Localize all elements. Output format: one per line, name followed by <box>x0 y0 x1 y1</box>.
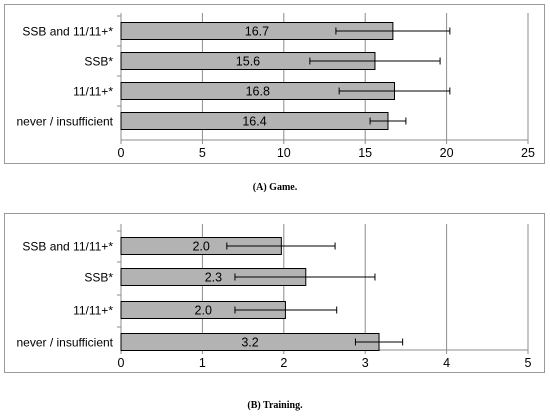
x-tick-label: 1 <box>199 356 206 370</box>
x-tick-label: 3 <box>362 356 369 370</box>
category-label: SSB* <box>84 55 113 69</box>
x-tick-label: 4 <box>443 356 450 370</box>
bar-value-label: 16.8 <box>246 85 270 99</box>
bar-value-label: 2.3 <box>205 271 222 285</box>
chart-game: 0 5 10 15 20 25 16.7 SSB and 11/11+* 15.6 SSB* 16.… <box>17 13 535 160</box>
chart-caption-game: (A) Game. <box>252 182 298 193</box>
category-label: SSB and 11/11+* <box>22 25 113 39</box>
bar-value-label: 16.4 <box>242 115 266 129</box>
category-label: SSB and 11/11+* <box>22 240 113 254</box>
x-tick-label: 10 <box>277 146 291 160</box>
chart-frame-training <box>4 213 545 373</box>
category-label: SSB* <box>84 271 113 285</box>
chart-caption-training: (B) Training. <box>247 400 303 411</box>
chart-frame-game <box>4 4 545 164</box>
bar-value-label: 16.7 <box>245 25 269 39</box>
bar-value-label: 15.6 <box>236 55 260 69</box>
x-tick-label: 15 <box>358 146 372 160</box>
x-tick-label: 2 <box>280 356 287 370</box>
bar-value-label: 3.2 <box>241 336 258 350</box>
x-tick-label: 5 <box>199 146 206 160</box>
x-tick-label: 0 <box>118 356 125 370</box>
category-label: 11/11+* <box>73 85 113 99</box>
x-tick-label: 25 <box>521 146 535 160</box>
x-tick-label: 20 <box>440 146 454 160</box>
bar-value-label: 2.0 <box>192 240 209 254</box>
category-label: never / insufficient <box>17 115 114 129</box>
category-label: 11/11+* <box>73 304 113 318</box>
bar-value-label: 2.0 <box>195 304 212 318</box>
category-label: never / insufficient <box>17 336 114 350</box>
x-tick-label: 0 <box>118 146 125 160</box>
x-tick-label: 5 <box>525 356 532 370</box>
